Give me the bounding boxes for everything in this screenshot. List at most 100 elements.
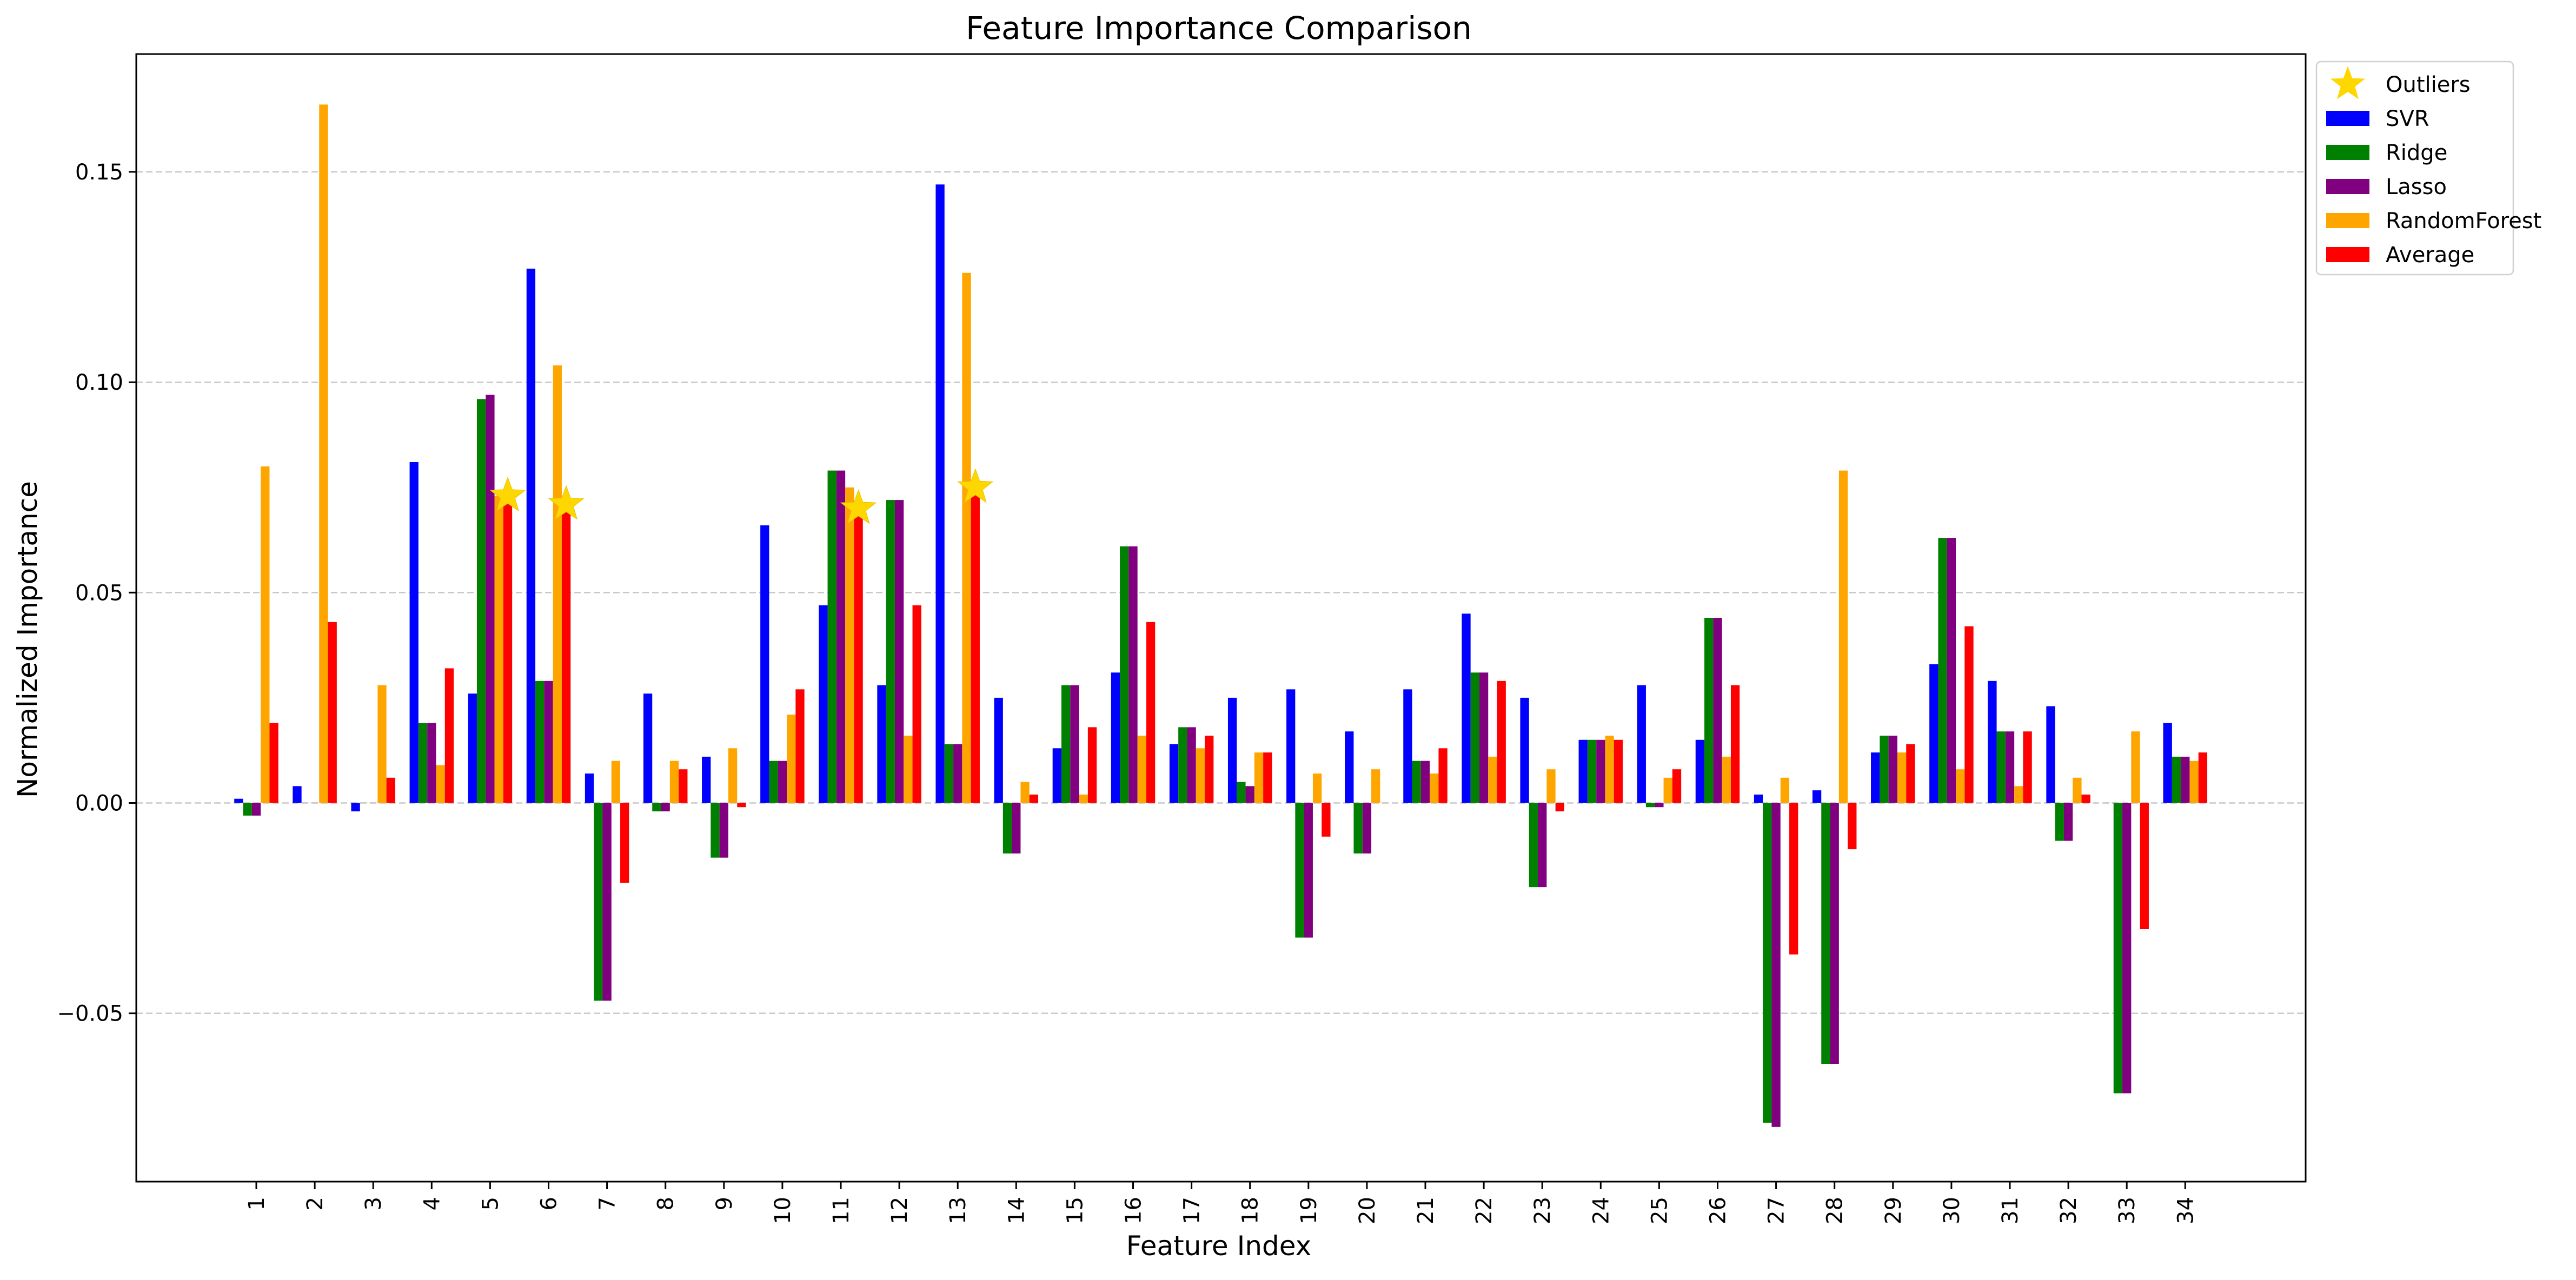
bar-svr (1169, 744, 1179, 803)
bar-average (795, 689, 805, 803)
bar-randomforest (1663, 777, 1672, 803)
bar-randomforest (2189, 761, 2199, 803)
bar-lasso (251, 803, 261, 816)
outlier-star-marker (548, 485, 585, 520)
x-tick-label: 25 (1647, 1197, 1672, 1224)
bar-randomforest (2131, 731, 2140, 803)
x-tick-label: 9 (712, 1197, 737, 1210)
legend-swatch (2326, 179, 2369, 194)
bar-svr (585, 773, 594, 803)
bar-lasso (661, 803, 670, 812)
bar-ridge (1704, 618, 1714, 803)
x-tick-label: 19 (1297, 1197, 1322, 1224)
x-tick-label: 29 (1881, 1197, 1906, 1224)
bar-randomforest (962, 272, 971, 803)
x-tick-label: 17 (1180, 1197, 1205, 1224)
bar-ridge (1821, 803, 1830, 1064)
bar-average (1263, 752, 1272, 803)
bar-ridge (1002, 803, 1012, 854)
x-tick-label: 10 (771, 1197, 795, 1224)
bar-lasso (953, 744, 962, 803)
bar-svr (351, 803, 360, 812)
x-tick-label: 6 (537, 1197, 562, 1210)
bar-svr (1871, 752, 1880, 803)
bar-ridge (2113, 803, 2123, 1094)
bar-average (2198, 752, 2208, 803)
bar-randomforest (2073, 777, 2082, 803)
bar-lasso (427, 723, 436, 803)
bar-svr (2163, 723, 2172, 803)
bar-svr (760, 525, 769, 803)
legend-label: SVR (2386, 106, 2429, 131)
x-tick-label: 12 (887, 1197, 912, 1224)
x-tick-label: 32 (2056, 1197, 2081, 1224)
y-axis-label: Normalized Importance (12, 481, 43, 798)
bar-lasso (2063, 803, 2073, 841)
bar-ridge (1763, 803, 1772, 1123)
bar-randomforest (319, 104, 328, 803)
bar-average (971, 487, 980, 803)
bar-average (2081, 794, 2090, 803)
bar-ridge (2055, 803, 2064, 841)
bar-ridge (827, 470, 836, 803)
bar-randomforest (1371, 769, 1380, 803)
bar-lasso (1830, 803, 1839, 1064)
bar-ridge (594, 803, 603, 1001)
bar-randomforest (1196, 748, 1205, 803)
bar-lasso (1420, 761, 1430, 803)
bar-lasso (1947, 538, 1956, 803)
x-tick-label: 33 (2115, 1197, 2140, 1224)
bar-randomforest (1546, 769, 1556, 803)
bar-randomforest (2014, 786, 2023, 803)
bar-lasso (1888, 735, 1897, 803)
bar-lasso (2181, 756, 2190, 803)
bars (234, 104, 2208, 1127)
bar-svr (293, 786, 302, 803)
legend-label: Average (2386, 243, 2474, 268)
bar-average (1730, 685, 1740, 803)
legend-swatch (2326, 213, 2369, 228)
bar-svr (409, 462, 419, 803)
y-tick-label: 0.15 (75, 160, 123, 185)
bar-lasso (894, 500, 904, 803)
bar-average (386, 777, 395, 803)
bar-average (737, 803, 746, 808)
legend: Outliers SVR Ridge Lasso RandomForest Average (2315, 61, 2541, 276)
x-tick-label: 26 (1706, 1197, 1731, 1224)
bar-randomforest (1488, 756, 1497, 803)
x-tick-label: 11 (829, 1197, 854, 1224)
legend-label: Lasso (2386, 175, 2447, 199)
bar-lasso (1245, 786, 1254, 803)
x-tick-label: 21 (1413, 1197, 1438, 1224)
legend-swatch (2326, 145, 2369, 160)
bar-randomforest (904, 735, 913, 803)
bar-svr (1520, 697, 1529, 803)
x-tick-label: 16 (1121, 1197, 1146, 1224)
bar-randomforest (1722, 756, 1731, 803)
legend-label: Outliers (2386, 72, 2471, 97)
bar-svr (1754, 794, 1763, 803)
x-tick-label: 13 (946, 1197, 971, 1224)
bar-randomforest (1430, 773, 1439, 803)
bar-svr (1637, 685, 1646, 803)
x-tick-label: 18 (1238, 1197, 1263, 1224)
bar-average (1964, 626, 1974, 803)
bar-average (1672, 769, 1682, 803)
x-axis-label: Feature Index (1126, 1230, 1311, 1262)
bar-svr (1111, 672, 1120, 803)
bar-lasso (778, 761, 787, 803)
bar-randomforest (728, 748, 738, 803)
bar-average (1087, 727, 1097, 803)
bar-lasso (602, 803, 612, 1001)
bar-ridge (1470, 672, 1479, 803)
bar-ridge (535, 681, 545, 803)
bar-ridge (1880, 735, 1889, 803)
x-tick-label: 3 (361, 1197, 386, 1210)
bar-ridge (1061, 685, 1071, 803)
bar-lasso (1012, 803, 1021, 854)
bar-randomforest (1312, 773, 1322, 803)
x-tick-label: 34 (2173, 1197, 2198, 1224)
bar-lasso (836, 470, 846, 803)
